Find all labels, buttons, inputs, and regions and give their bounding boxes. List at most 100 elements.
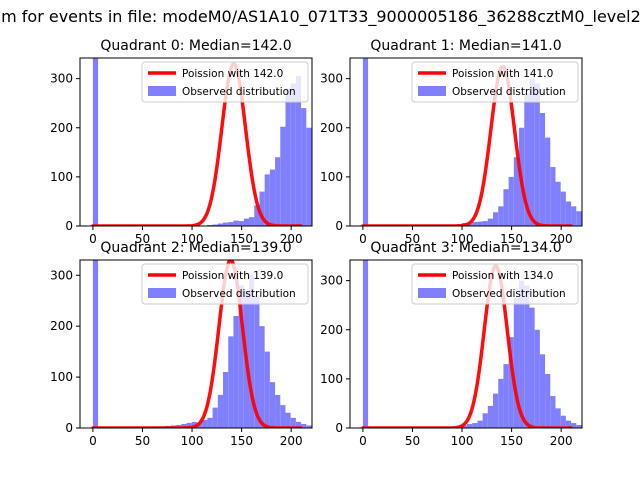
y-tick-label: 200 bbox=[50, 121, 73, 135]
histogram-bar bbox=[498, 206, 504, 226]
x-tick-label: 100 bbox=[451, 232, 474, 246]
legend-observed-label: Observed distribution bbox=[452, 86, 566, 98]
x-tick-label: 100 bbox=[181, 434, 204, 448]
y-tick-label: 200 bbox=[320, 323, 343, 337]
legend-observed-swatch bbox=[418, 288, 446, 298]
histogram-bar bbox=[466, 424, 473, 428]
y-tick-label: 300 bbox=[320, 72, 343, 86]
histogram-bar bbox=[524, 93, 530, 226]
legend-observed-label: Observed distribution bbox=[182, 86, 296, 98]
histogram-bar bbox=[280, 126, 286, 226]
legend-observed-label: Observed distribution bbox=[182, 288, 296, 300]
histogram-bar bbox=[529, 307, 535, 428]
plot-area bbox=[361, 260, 582, 428]
histogram-bar bbox=[534, 329, 540, 428]
y-tick-label: 300 bbox=[50, 268, 73, 282]
quadrant-panels: 0 50 100 150 200 0 100 200 300 Quadrant 0: Median… bbox=[50, 38, 583, 448]
histogram-bar bbox=[249, 217, 255, 226]
axes-frame bbox=[349, 259, 583, 429]
histogram-bar bbox=[228, 336, 234, 428]
legend-box bbox=[411, 263, 579, 305]
histogram-bar bbox=[228, 222, 234, 226]
figure-suptitle: Plotting histogram for events in file: m… bbox=[0, 7, 640, 27]
histogram-bar bbox=[362, 260, 369, 428]
histogram-bar bbox=[493, 212, 499, 226]
x-tick-label: 50 bbox=[135, 434, 150, 448]
histogram-bar bbox=[280, 405, 286, 428]
legend-observed-label: Observed distribution bbox=[452, 288, 566, 300]
histogram-bar bbox=[259, 191, 265, 226]
histogram-bar bbox=[233, 220, 239, 226]
histogram-bar bbox=[306, 425, 312, 428]
histogram-bar bbox=[275, 157, 281, 226]
histogram-bar bbox=[301, 108, 307, 226]
legend-poisson-label: Poission with 141.0 bbox=[452, 68, 553, 80]
histogram-bar bbox=[92, 58, 99, 226]
x-tick-label: 0 bbox=[359, 434, 367, 448]
x-tick-label: 150 bbox=[500, 232, 523, 246]
x-tick-label: 200 bbox=[550, 434, 573, 448]
histogram-bar bbox=[550, 396, 556, 428]
plot-area bbox=[91, 260, 312, 428]
histogram-bar bbox=[487, 405, 494, 428]
histogram-bar bbox=[539, 354, 546, 428]
legend-poisson-label: Poission with 139.0 bbox=[182, 270, 283, 282]
histogram-bar bbox=[264, 174, 270, 226]
quadrant-panel-0: 0 50 100 150 200 0 100 200 300 Quadrant 0: Median… bbox=[50, 38, 313, 246]
histogram-bar bbox=[576, 425, 582, 428]
histogram-bar bbox=[207, 417, 213, 428]
plot-area bbox=[91, 58, 312, 226]
legend-poisson-label: Poission with 134.0 bbox=[452, 270, 553, 282]
histogram-bar bbox=[519, 280, 525, 428]
plot-area bbox=[361, 58, 582, 226]
y-tick-label: 300 bbox=[50, 72, 73, 86]
histogram-bar bbox=[565, 420, 572, 428]
histogram-bar bbox=[223, 222, 229, 226]
histogram-bar bbox=[238, 285, 244, 428]
histogram-bar bbox=[275, 394, 281, 428]
legend-observed-swatch bbox=[148, 288, 176, 298]
histogram-bar bbox=[362, 58, 369, 226]
histogram-bar bbox=[555, 181, 561, 226]
histogram-bar bbox=[545, 373, 551, 428]
x-tick-label: 200 bbox=[550, 232, 573, 246]
histogram-bar bbox=[202, 419, 208, 428]
y-tick-label: 0 bbox=[335, 421, 343, 435]
histogram-bar bbox=[529, 78, 535, 226]
histogram-bar bbox=[513, 297, 520, 428]
histogram-bar bbox=[571, 423, 577, 428]
y-tick-label: 0 bbox=[65, 421, 73, 435]
x-tick-label: 100 bbox=[451, 434, 474, 448]
poisson-curve bbox=[91, 260, 303, 428]
x-tick-label: 150 bbox=[230, 434, 253, 448]
histogram-bar bbox=[503, 189, 509, 226]
histogram-bar bbox=[181, 423, 187, 428]
histogram-bar bbox=[508, 337, 514, 428]
histogram-bar bbox=[524, 285, 530, 428]
histogram-bar bbox=[290, 417, 296, 428]
histogram-bar bbox=[545, 137, 551, 226]
histogram-bar bbox=[472, 423, 478, 428]
histogram-bar bbox=[186, 422, 192, 428]
histogram-bar bbox=[477, 420, 483, 428]
legend: Poission with 134.0 Observed distribution bbox=[411, 263, 579, 305]
legend-box bbox=[141, 61, 309, 103]
y-tick-label: 100 bbox=[320, 170, 343, 184]
histogram-bar bbox=[565, 201, 572, 226]
poisson-curve bbox=[361, 64, 573, 226]
histogram-bar bbox=[254, 205, 260, 226]
histogram-bar bbox=[560, 191, 566, 226]
histogram-bar bbox=[295, 76, 302, 226]
histogram-bar bbox=[238, 221, 244, 226]
y-tick-label: 100 bbox=[320, 372, 343, 386]
histogram-bar bbox=[534, 83, 540, 226]
histogram-bar bbox=[259, 326, 265, 428]
histogram-bar bbox=[487, 218, 494, 226]
histogram-bar bbox=[92, 260, 99, 428]
histogram-bar bbox=[295, 421, 302, 428]
legend: Poission with 139.0 Observed distribution bbox=[141, 263, 309, 305]
histogram-bar bbox=[482, 413, 488, 428]
histogram-bar bbox=[472, 222, 478, 226]
panel-title: Quadrant 0: Median=142.0 bbox=[100, 38, 291, 54]
